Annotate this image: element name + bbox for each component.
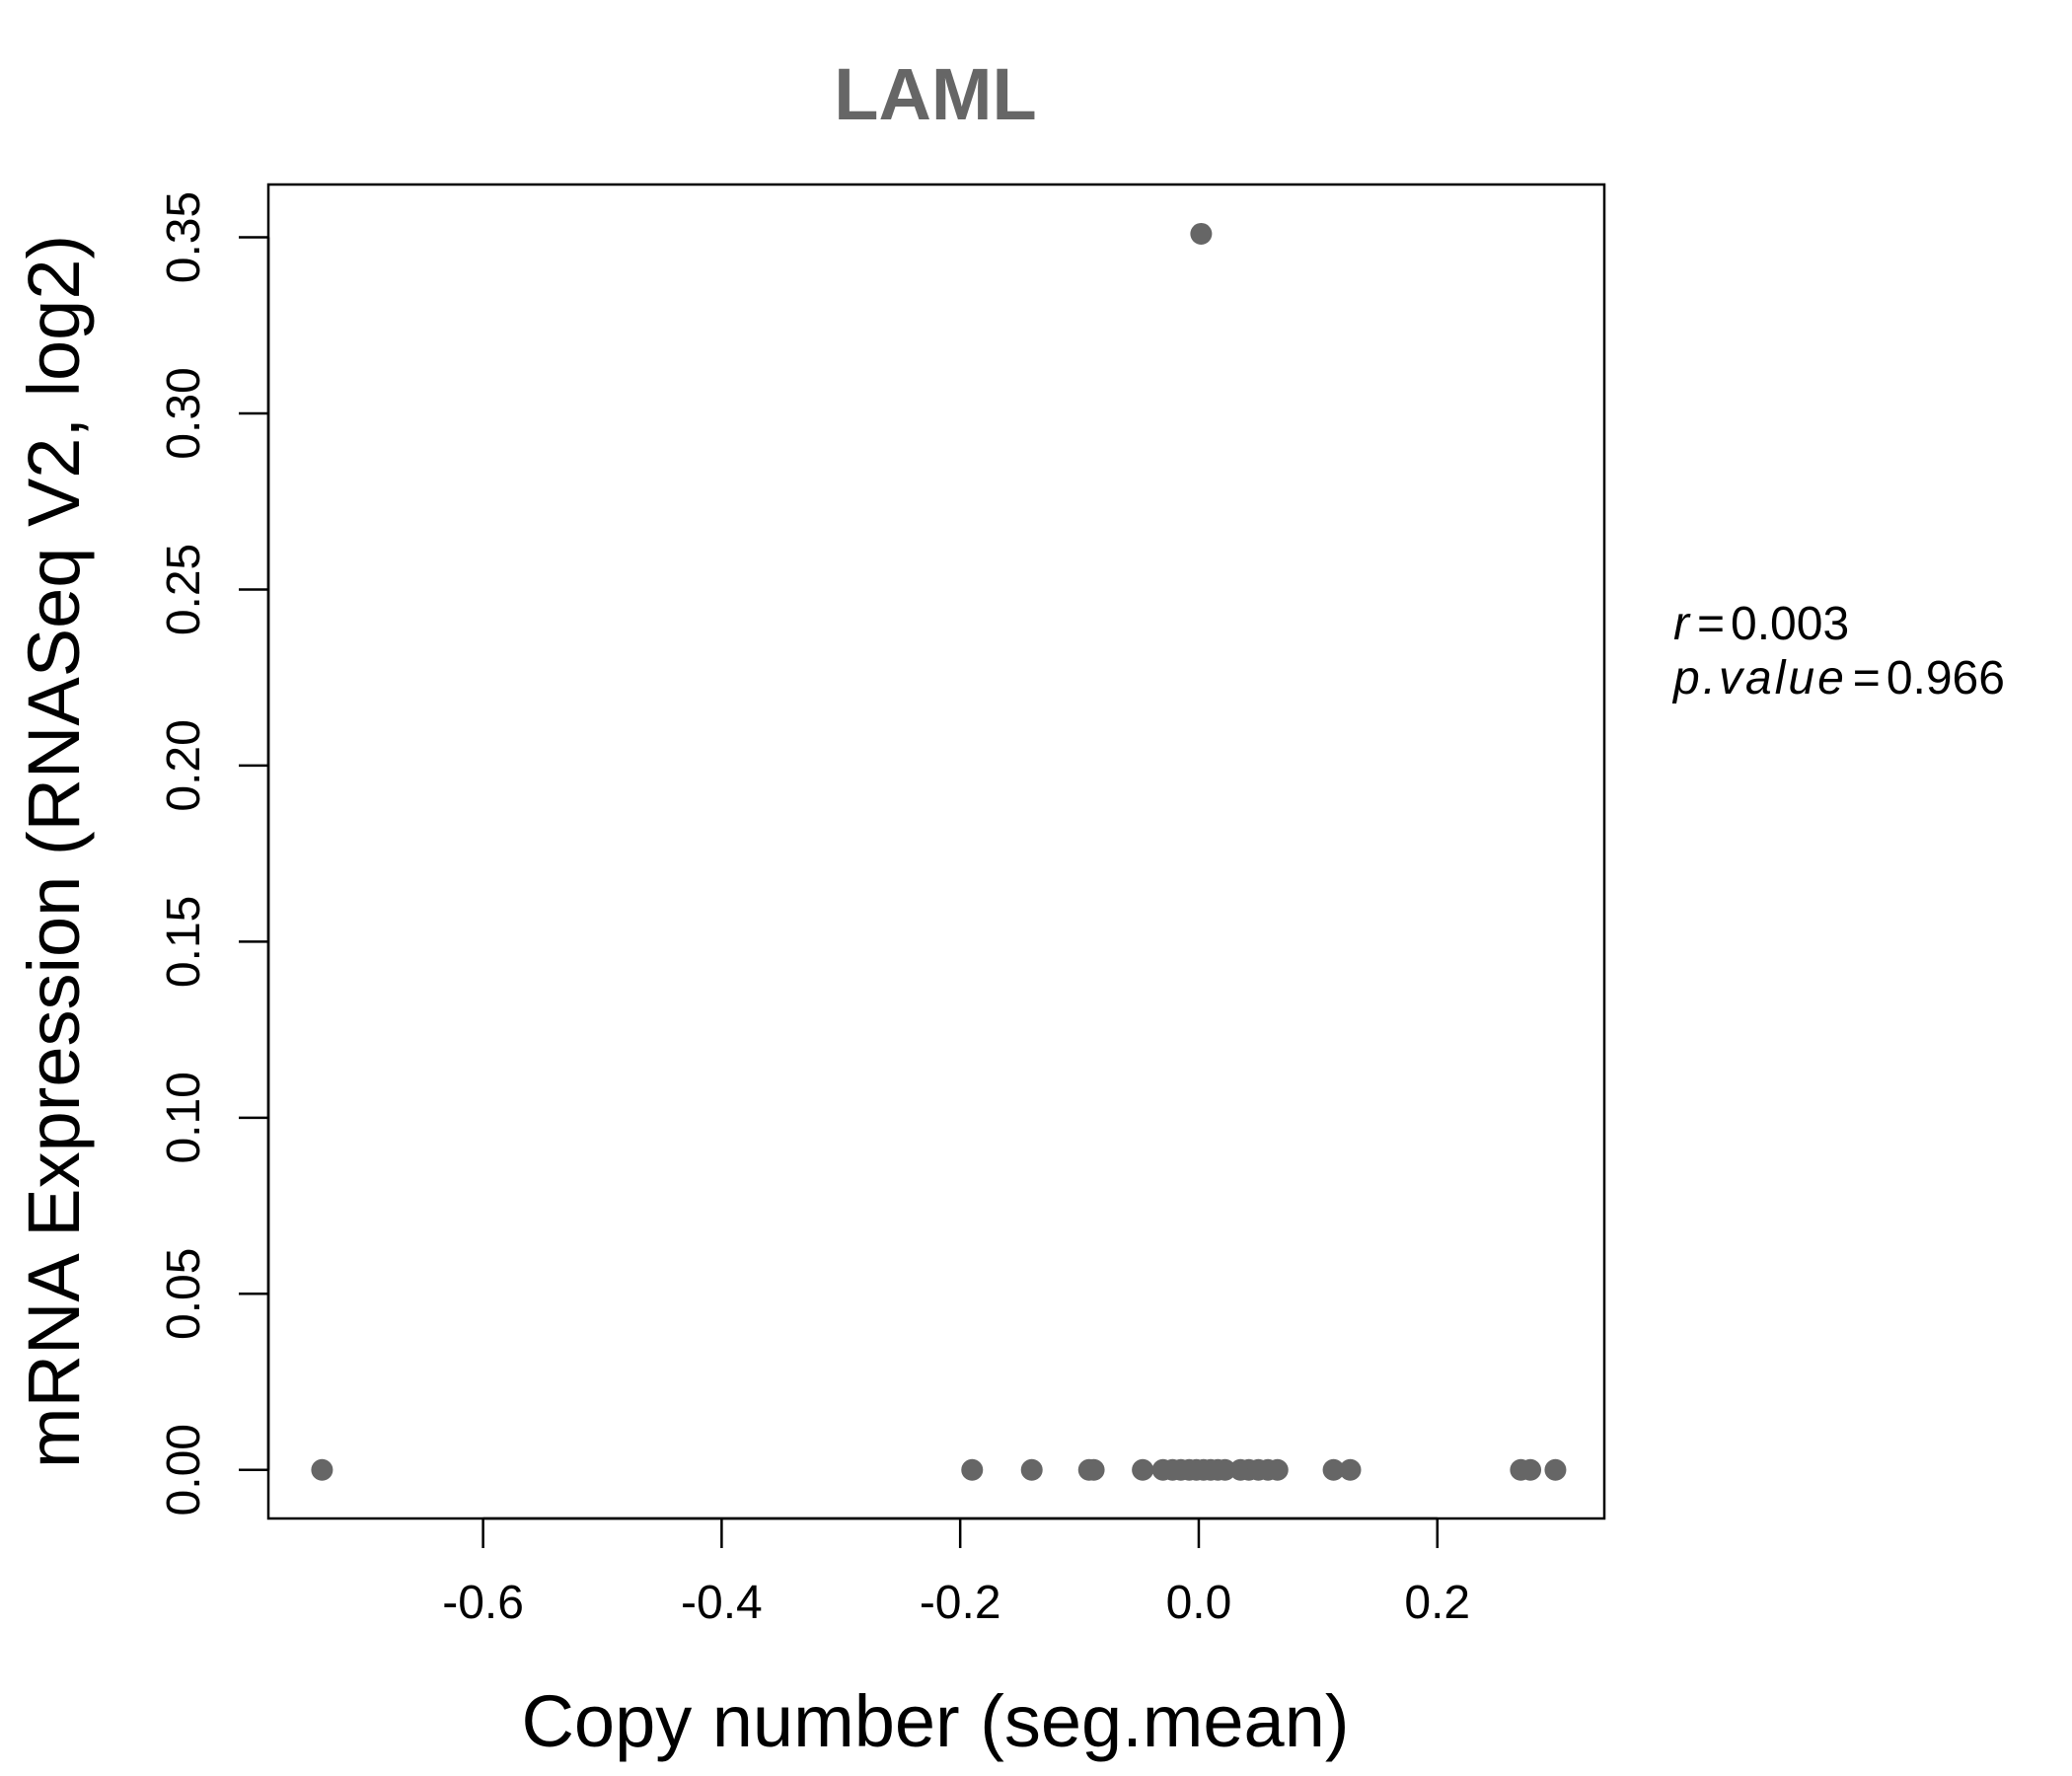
data-point (1082, 1458, 1105, 1481)
y-tick-label: 0.00 (158, 1424, 210, 1516)
p-value-label: p.value (1671, 652, 1847, 704)
data-point (1132, 1458, 1154, 1481)
y-tick-label: 0.15 (158, 896, 210, 988)
r-statistic: r = 0.003 (1673, 598, 1849, 650)
y-tick-label: 0.35 (158, 191, 210, 283)
y-tick-label: 0.05 (158, 1248, 210, 1340)
correlation-stats: r = 0.003 p.value = 0.966 (1671, 598, 2005, 704)
r-equals: = (1697, 598, 1725, 650)
data-point (1020, 1458, 1043, 1481)
y-tick-label: 0.20 (158, 719, 210, 811)
x-tick-label: -0.6 (442, 1577, 524, 1629)
data-point (1544, 1458, 1567, 1481)
data-point (1339, 1458, 1362, 1481)
x-tick-label: -0.2 (920, 1577, 1001, 1629)
y-tick-label: 0.30 (158, 367, 210, 459)
x-tick-label: -0.4 (681, 1577, 763, 1629)
p-value-statistic: p.value = 0.966 (1671, 652, 2005, 704)
x-tick-label: 0.0 (1166, 1577, 1232, 1629)
y-axis-label: mRNA Expression (RNASeq V2, log2) (13, 235, 95, 1468)
p-value: 0.966 (1887, 652, 2005, 704)
chart-title: LAML (834, 53, 1037, 135)
plot-frame (266, 183, 1606, 1520)
data-points (311, 222, 1567, 1481)
data-point (1266, 1458, 1289, 1481)
data-point (1190, 222, 1213, 245)
data-point (311, 1458, 333, 1481)
p-equals: = (1853, 652, 1881, 704)
data-point (1214, 1458, 1236, 1481)
r-value: 0.003 (1731, 598, 1849, 650)
x-axis: -0.6 -0.4 -0.2 0.0 0.2 (442, 1517, 1470, 1629)
y-tick-label: 0.10 (158, 1072, 210, 1163)
data-point (1519, 1458, 1542, 1481)
y-tick-label: 0.25 (158, 544, 210, 635)
x-tick-label: 0.2 (1404, 1577, 1470, 1629)
x-axis-label: Copy number (seg.mean) (521, 1680, 1349, 1762)
r-label: r (1673, 598, 1691, 650)
data-point (1322, 1458, 1345, 1481)
data-point (961, 1458, 984, 1481)
y-axis: 0.00 0.05 0.10 0.15 0.20 0.25 0.30 0.35 (158, 191, 270, 1516)
